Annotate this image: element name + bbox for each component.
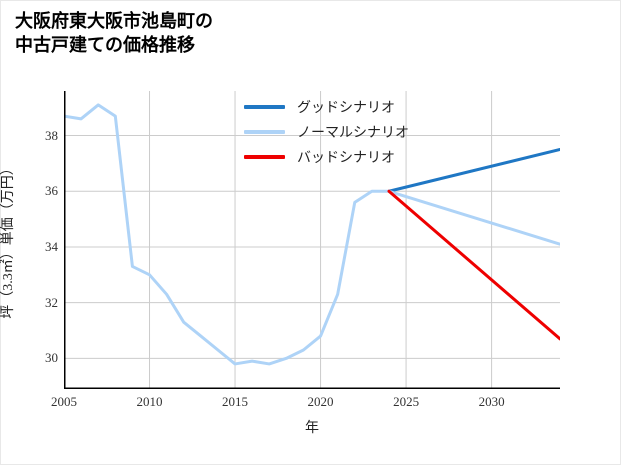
y-tick-label: 30 [45, 350, 58, 366]
chart-title: 大阪府東大阪市池島町の 中古戸建ての価格推移 [15, 11, 213, 56]
legend-label: ノーマルシナリオ [297, 125, 409, 141]
y-tick-label: 36 [45, 183, 58, 199]
series-line-1 [64, 103, 560, 366]
series-line-2 [387, 189, 560, 341]
plot-svg [64, 91, 560, 389]
axis-spines [64, 91, 560, 389]
x-tick-label: 2010 [136, 394, 163, 409]
y-tick-label: 32 [45, 294, 58, 310]
legend-swatch-icon [244, 104, 285, 109]
x-tick-label: 2020 [307, 394, 334, 409]
y-axis-label-text: 坪（3.3㎡）単価（万円） [1, 161, 16, 319]
legend-item[interactable]: グッドシナリオ [244, 94, 474, 119]
y-axis-label: 坪（3.3㎡）単価（万円） [0, 91, 17, 389]
x-tick-label: 2015 [222, 394, 249, 409]
plot-area [64, 91, 560, 389]
x-tick-label: 2030 [478, 394, 505, 409]
legend-item[interactable]: バッドシナリオ [244, 144, 474, 169]
x-tick-label: 2025 [393, 394, 420, 409]
legend-swatch-icon [244, 129, 285, 134]
x-tick-label: 2005 [51, 394, 77, 409]
series-lines [64, 103, 560, 366]
legend-swatch-icon [244, 154, 285, 159]
x-axis-label: 年 [305, 421, 319, 436]
legend-label: グッドシナリオ [297, 100, 395, 116]
legend-item[interactable]: ノーマルシナリオ [244, 119, 474, 144]
chart-legend: グッドシナリオ ノーマルシナリオ バッドシナリオ [244, 94, 474, 169]
legend-label: バッドシナリオ [297, 150, 395, 166]
y-tick-label: 34 [45, 238, 58, 254]
gridlines [64, 91, 560, 389]
series-line-0 [387, 147, 560, 193]
y-tick-label: 38 [45, 127, 58, 143]
